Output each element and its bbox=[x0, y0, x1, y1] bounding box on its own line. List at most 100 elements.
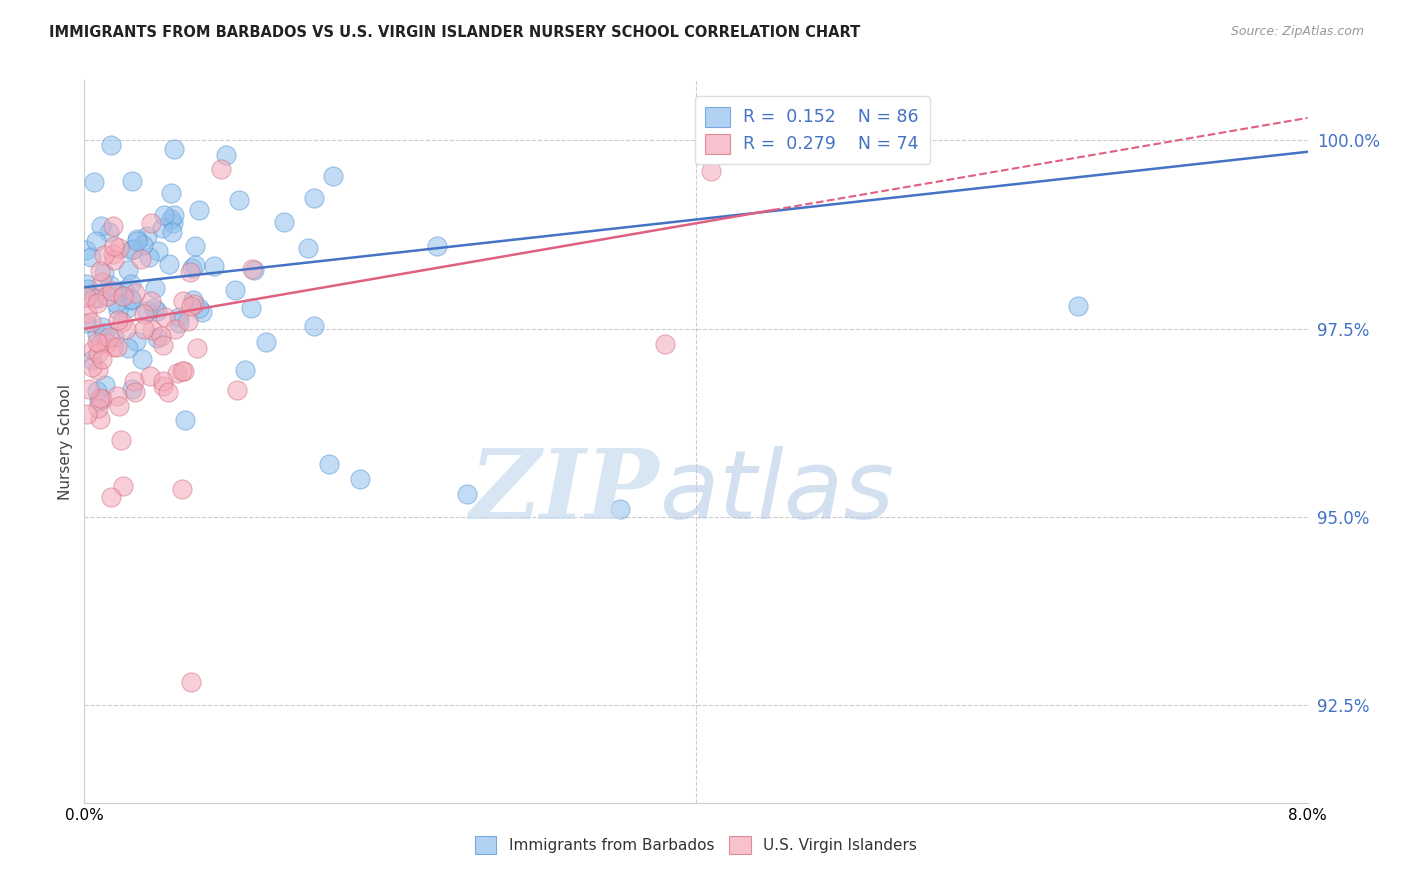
Point bbox=[83, 291, 105, 305]
Point bbox=[86, 346, 108, 360]
Point bbox=[131, 352, 153, 367]
Point bbox=[97, 225, 120, 239]
Point bbox=[318, 457, 340, 471]
Y-axis label: Nursery School: Nursery School bbox=[58, 384, 73, 500]
Point bbox=[224, 283, 246, 297]
Point bbox=[105, 389, 128, 403]
Point bbox=[173, 364, 195, 378]
Point bbox=[141, 216, 163, 230]
Point bbox=[90, 392, 112, 406]
Point bbox=[456, 487, 478, 501]
Point bbox=[124, 285, 146, 300]
Point bbox=[111, 315, 134, 329]
Point bbox=[228, 193, 250, 207]
Point bbox=[121, 243, 143, 257]
Point bbox=[181, 260, 204, 275]
Point bbox=[112, 479, 135, 493]
Point bbox=[157, 385, 180, 400]
Point bbox=[180, 299, 202, 313]
Point bbox=[304, 318, 326, 333]
Point bbox=[254, 334, 277, 349]
Point bbox=[186, 341, 208, 355]
Point bbox=[103, 219, 125, 234]
Point bbox=[169, 310, 191, 324]
Point bbox=[152, 379, 174, 393]
Point bbox=[115, 322, 138, 336]
Point bbox=[120, 277, 142, 292]
Point bbox=[163, 208, 186, 222]
Point bbox=[82, 343, 104, 357]
Point bbox=[122, 374, 145, 388]
Point bbox=[96, 335, 118, 350]
Point bbox=[105, 285, 128, 300]
Point bbox=[104, 296, 127, 310]
Point bbox=[243, 262, 266, 277]
Point bbox=[160, 212, 183, 227]
Point bbox=[107, 303, 129, 318]
Point bbox=[87, 291, 110, 305]
Point bbox=[146, 244, 169, 259]
Point bbox=[152, 338, 174, 352]
Point bbox=[149, 328, 172, 343]
Point bbox=[87, 393, 110, 408]
Point bbox=[94, 378, 117, 392]
Point bbox=[183, 296, 205, 310]
Point bbox=[86, 363, 108, 377]
Point bbox=[146, 331, 169, 345]
Point bbox=[134, 322, 156, 336]
Point bbox=[609, 502, 631, 516]
Point bbox=[209, 161, 232, 176]
Point bbox=[159, 186, 181, 201]
Point bbox=[89, 392, 111, 406]
Point bbox=[157, 257, 180, 271]
Point bbox=[80, 250, 103, 264]
Point bbox=[86, 384, 108, 399]
Point bbox=[93, 266, 115, 280]
Point bbox=[170, 482, 193, 496]
Point bbox=[75, 277, 97, 291]
Text: IMMIGRANTS FROM BARBADOS VS U.S. VIRGIN ISLANDER NURSERY SCHOOL CORRELATION CHAR: IMMIGRANTS FROM BARBADOS VS U.S. VIRGIN … bbox=[49, 25, 860, 40]
Point bbox=[141, 323, 163, 337]
Point bbox=[76, 306, 98, 320]
Point bbox=[103, 329, 125, 343]
Point bbox=[184, 238, 207, 252]
Point bbox=[187, 301, 209, 316]
Point bbox=[125, 232, 148, 246]
Point bbox=[170, 363, 193, 377]
Point bbox=[83, 175, 105, 189]
Point bbox=[215, 148, 238, 162]
Point bbox=[700, 163, 723, 178]
Point bbox=[112, 283, 135, 297]
Point bbox=[101, 341, 124, 355]
Legend: Immigrants from Barbados, U.S. Virgin Islanders: Immigrants from Barbados, U.S. Virgin Is… bbox=[470, 830, 922, 860]
Point bbox=[108, 241, 131, 255]
Point bbox=[124, 384, 146, 399]
Point bbox=[100, 138, 122, 153]
Point bbox=[86, 326, 108, 341]
Point bbox=[82, 353, 104, 368]
Point bbox=[89, 336, 111, 351]
Point bbox=[235, 362, 257, 376]
Point bbox=[93, 326, 115, 341]
Point bbox=[110, 434, 132, 448]
Point bbox=[84, 234, 107, 248]
Point bbox=[150, 220, 173, 235]
Point bbox=[273, 214, 295, 228]
Point bbox=[105, 340, 128, 354]
Point bbox=[117, 263, 139, 277]
Point bbox=[125, 334, 148, 348]
Point bbox=[160, 225, 183, 239]
Point bbox=[107, 313, 129, 327]
Point bbox=[202, 259, 225, 273]
Point bbox=[76, 407, 98, 421]
Point bbox=[166, 366, 188, 380]
Point bbox=[120, 293, 142, 307]
Point bbox=[75, 316, 97, 330]
Point bbox=[90, 219, 112, 233]
Point bbox=[425, 239, 447, 253]
Point bbox=[132, 238, 155, 252]
Point bbox=[80, 315, 103, 329]
Point bbox=[163, 142, 186, 156]
Point bbox=[190, 305, 212, 319]
Point bbox=[179, 265, 201, 279]
